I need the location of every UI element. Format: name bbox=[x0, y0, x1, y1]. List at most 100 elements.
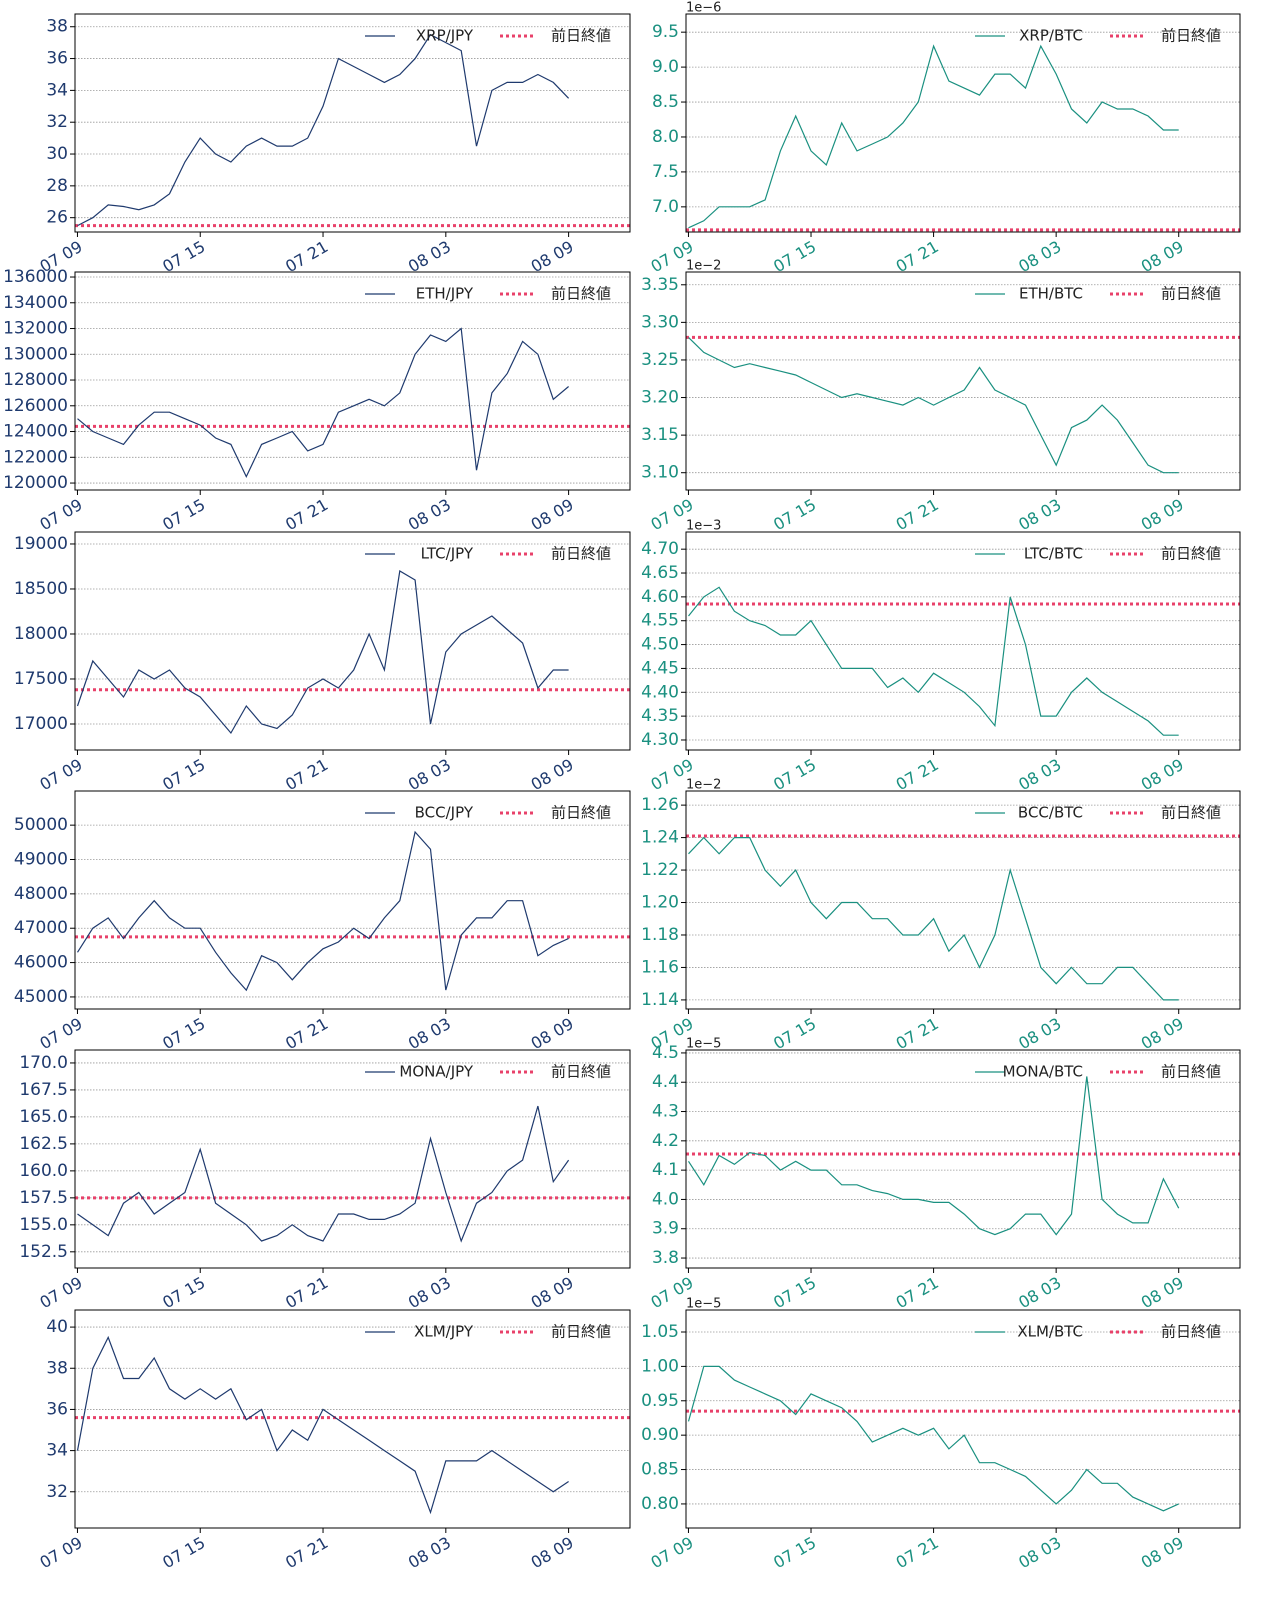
y-tick-label: 34 bbox=[46, 1441, 68, 1461]
legend-label: 前日終値 bbox=[1161, 285, 1221, 303]
offset-label: 1e−2 bbox=[686, 259, 721, 274]
legend-label: 前日終値 bbox=[1161, 804, 1221, 822]
plot-frame bbox=[685, 1309, 1241, 1529]
legend-label: MONA/JPY bbox=[399, 1063, 473, 1081]
y-tick-label: 38 bbox=[46, 1358, 68, 1378]
x-tick-label: 08 03 bbox=[405, 237, 454, 276]
y-tick-label: 1.20 bbox=[641, 893, 679, 913]
y-tick-label: 4.70 bbox=[641, 539, 679, 559]
x-tick-label: 07 21 bbox=[282, 495, 331, 534]
y-tick-label: 3.30 bbox=[641, 312, 679, 332]
legend-label: 前日終値 bbox=[551, 804, 611, 822]
y-tick-label: 46000 bbox=[14, 953, 68, 973]
plot-frame bbox=[74, 13, 631, 233]
y-tick-label: 28 bbox=[46, 176, 68, 196]
y-tick-label: 4.65 bbox=[641, 563, 679, 583]
y-tick-label: 4.1 bbox=[652, 1160, 679, 1180]
x-tick-label: 07 15 bbox=[159, 1533, 208, 1572]
legend-label: ETH/JPY bbox=[416, 285, 474, 303]
y-tick-label: 167.5 bbox=[19, 1080, 68, 1100]
y-tick-label: 36 bbox=[46, 49, 68, 69]
legend-label: 前日終値 bbox=[1161, 1063, 1221, 1081]
x-tick-label: 07 21 bbox=[282, 237, 331, 276]
plot-frame bbox=[685, 1049, 1241, 1269]
x-tick-label: 07 21 bbox=[893, 1014, 942, 1053]
plot-frame bbox=[685, 790, 1241, 1010]
y-tick-label: 45000 bbox=[14, 987, 68, 1007]
y-tick-label: 4.2 bbox=[652, 1131, 679, 1151]
x-tick-label: 08 09 bbox=[1138, 237, 1187, 276]
price-line bbox=[687, 1076, 1180, 1236]
legend-label: ETH/BTC bbox=[1019, 285, 1083, 303]
y-tick-label: 18500 bbox=[14, 579, 68, 599]
legend-label: XLM/BTC bbox=[1017, 1323, 1083, 1341]
x-tick-label: 07 15 bbox=[159, 1273, 208, 1312]
legend-label: 前日終値 bbox=[551, 1063, 611, 1081]
y-tick-label: 157.5 bbox=[19, 1188, 68, 1208]
y-tick-label: 1.16 bbox=[641, 957, 679, 977]
y-tick-label: 18000 bbox=[14, 624, 68, 644]
plot-frame bbox=[74, 1049, 631, 1269]
y-tick-label: 130000 bbox=[3, 344, 68, 364]
x-tick-label: 07 15 bbox=[159, 1014, 208, 1053]
x-tick-label: 08 09 bbox=[1138, 755, 1187, 794]
price-line bbox=[77, 327, 569, 478]
y-tick-label: 4.5 bbox=[652, 1043, 679, 1063]
x-tick-label: 08 03 bbox=[1015, 237, 1064, 276]
y-tick-label: 32 bbox=[46, 1482, 68, 1502]
legend-label: 前日終値 bbox=[551, 27, 611, 45]
legend-label: XRP/BTC bbox=[1019, 27, 1083, 45]
y-tick-label: 0.85 bbox=[641, 1460, 679, 1480]
price-line bbox=[77, 33, 570, 227]
y-tick-label: 8.5 bbox=[652, 92, 679, 112]
legend-label: MONA/BTC bbox=[1003, 1063, 1083, 1081]
plot-frame bbox=[685, 531, 1241, 751]
x-tick-label: 07 09 bbox=[648, 1533, 697, 1572]
y-tick-label: 3.25 bbox=[641, 350, 679, 370]
price-line bbox=[688, 836, 1179, 1001]
x-tick-label: 07 21 bbox=[282, 1273, 331, 1312]
y-tick-label: 122000 bbox=[3, 447, 68, 467]
offset-label: 1e−5 bbox=[686, 1297, 721, 1312]
x-tick-label: 08 09 bbox=[528, 1533, 577, 1572]
legend-label: 前日終値 bbox=[551, 1323, 611, 1341]
x-tick-label: 07 21 bbox=[282, 1533, 331, 1572]
legend-label: LTC/JPY bbox=[421, 545, 474, 563]
x-tick-label: 07 15 bbox=[770, 1273, 819, 1312]
price-line bbox=[76, 1335, 569, 1515]
x-tick-label: 08 03 bbox=[1015, 495, 1064, 534]
price-line bbox=[76, 830, 569, 992]
y-tick-label: 17500 bbox=[14, 669, 68, 689]
y-tick-label: 162.5 bbox=[19, 1134, 68, 1154]
plot-frame bbox=[74, 531, 631, 751]
y-tick-label: 4.60 bbox=[641, 587, 679, 607]
legend-label: BCC/JPY bbox=[415, 804, 474, 822]
x-tick-label: 08 03 bbox=[1015, 1273, 1064, 1312]
legend-label: LTC/BTC bbox=[1024, 545, 1083, 563]
y-tick-label: 0.90 bbox=[641, 1425, 679, 1445]
y-tick-label: 3.15 bbox=[641, 425, 679, 445]
x-tick-label: 07 21 bbox=[893, 495, 942, 534]
y-tick-label: 4.50 bbox=[641, 635, 679, 655]
legend-label: 前日終値 bbox=[551, 285, 611, 303]
x-tick-label: 07 15 bbox=[770, 755, 819, 794]
y-tick-label: 165.0 bbox=[19, 1107, 68, 1127]
y-tick-label: 3.35 bbox=[641, 275, 679, 295]
x-tick-label: 08 09 bbox=[1138, 1273, 1187, 1312]
y-tick-label: 128000 bbox=[3, 370, 68, 390]
x-tick-label: 07 21 bbox=[893, 237, 942, 276]
legend-label: XLM/JPY bbox=[414, 1323, 474, 1341]
y-tick-label: 34 bbox=[46, 80, 68, 100]
price-line bbox=[688, 336, 1179, 474]
x-tick-label: 07 09 bbox=[37, 495, 86, 534]
x-tick-label: 07 21 bbox=[893, 1533, 942, 1572]
y-tick-label: 160.0 bbox=[19, 1161, 68, 1181]
y-tick-label: 1.14 bbox=[641, 990, 679, 1010]
y-tick-label: 124000 bbox=[3, 422, 68, 442]
y-tick-label: 47000 bbox=[14, 918, 68, 938]
x-tick-label: 07 15 bbox=[770, 1533, 819, 1572]
plot-frame bbox=[685, 271, 1241, 491]
y-tick-label: 1.26 bbox=[641, 795, 679, 815]
x-tick-label: 08 09 bbox=[1138, 1014, 1187, 1053]
y-tick-label: 1.18 bbox=[641, 925, 679, 945]
